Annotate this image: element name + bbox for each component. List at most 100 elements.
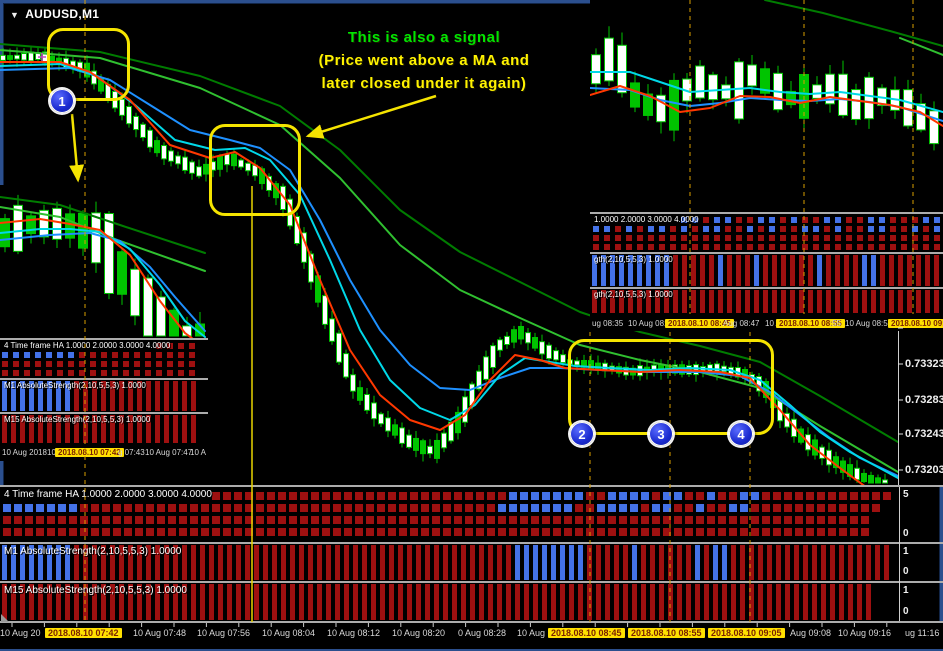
left-inset-time-axis: 10 Aug 2018 10 2018.08.10 07:42 g 07:43 10 A… <box>0 445 208 461</box>
indicator-label: M1 AbsoluteStrength(2,10,5,5,3) 1.0000 <box>4 546 182 557</box>
time-label: 10 Aug 08:20 <box>392 628 446 638</box>
m1-abs-histogram <box>2 545 889 580</box>
right-inset-panel-m15: gth(2,10,5,5,3) 1.0000 <box>590 289 943 314</box>
annotation-line-1: This is also a signal <box>347 29 501 46</box>
m15-abs-histogram <box>2 584 871 620</box>
time-label: 10 Aug 07:56 <box>197 628 251 638</box>
right-inset-panel-ha: 1.0000 2.0000 3.0000 4.0000 <box>590 214 943 252</box>
time-label: 10 Aug 09:16 <box>838 628 892 638</box>
time-label: 10 Aug 07:48 <box>133 628 187 638</box>
panel-separator <box>0 412 208 414</box>
indicator-label: 1.0000 2.0000 3.0000 4.0000 <box>594 215 699 224</box>
time-label: ug 11:16 <box>905 628 940 638</box>
ha-histogram <box>3 492 891 536</box>
time-label: Aug 09:08 <box>790 628 832 638</box>
signal-number-badge: 2 <box>570 422 594 446</box>
time-label: 10 A <box>190 448 207 457</box>
signal-number-badge: 3 <box>649 422 673 446</box>
time-label: g 07:43 <box>118 448 145 457</box>
time-label: :55 <box>830 319 842 328</box>
time-label-highlighted: 2018.08.10 07:42 <box>55 448 124 457</box>
time-label: 10 Aug 08:04 <box>262 628 316 638</box>
m1-abs-histogram <box>592 255 939 286</box>
panel-separator <box>590 252 943 254</box>
m15-abs-histogram <box>592 290 939 313</box>
time-label-highlighted: 2018.08.10 08:45 <box>665 319 734 328</box>
panel-separator <box>590 212 943 214</box>
indicator-panel-ha[interactable]: 4 Time frame HA 1.0000 2.0000 3.0000 4.0… <box>0 487 898 542</box>
time-label: 10 Aug <box>517 628 546 638</box>
annotation-text: This is also a signal (Price went above … <box>290 26 558 95</box>
ha-histogram <box>2 343 195 376</box>
m1-scale-min: 0 <box>903 566 909 577</box>
panel-separator <box>0 378 208 380</box>
indicator-label: M1 AbsoluteStrength(2,10,5,5,3) 1.0000 <box>4 381 146 390</box>
signal-number-badge: 4 <box>729 422 753 446</box>
price-label: 0.73283 <box>905 394 943 406</box>
panel-separator <box>0 338 208 340</box>
time-label: 10 Aug 08:59 <box>845 319 893 328</box>
time-label: 10 <box>47 448 56 457</box>
m1-abs-histogram <box>2 381 196 411</box>
time-label: 10 Aug 08:12 <box>327 628 381 638</box>
time-label-highlighted: 2018.08.10 08:45 <box>548 628 625 638</box>
ha-scale-min: 0 <box>903 528 909 539</box>
symbol-period-label: AUDUSD,M1 <box>25 7 100 21</box>
right-inset-panel-m1: gth(2,10,5,5,3) 1.0000 <box>590 254 943 287</box>
time-label: 10 Aug 20 <box>0 628 41 638</box>
left-inset-chart-window[interactable]: 4 Time frame HA 1.0000 2.0000 3.0000 4.0… <box>0 185 208 461</box>
panel-separator[interactable] <box>0 542 943 544</box>
main-chart-canvas[interactable] <box>0 0 898 485</box>
indicator-panel-m15-abs[interactable]: M15 AbsoluteStrength(2,10,5,5,3) 1.0000 <box>0 583 898 621</box>
ha-histogram <box>593 217 940 250</box>
time-label-highlighted: 2018.08.10 09:05 <box>708 628 785 638</box>
annotation-line-3: later closed under it again) <box>321 75 527 92</box>
time-label-highlighted: 2018.08.10 08:55 <box>628 628 705 638</box>
indicator-panel-m1-abs[interactable]: M1 AbsoluteStrength(2,10,5,5,3) 1.0000 <box>0 544 898 581</box>
time-label-highlighted: 2018.08.10 08:55 <box>776 319 845 328</box>
m15-abs-histogram <box>2 415 196 443</box>
time-label: 0 Aug 08:28 <box>458 628 507 638</box>
time-axis: 10 Aug 20 2018.08.10 07:42 10 Aug 07:48 10 … <box>0 623 943 649</box>
left-inset-chart-canvas[interactable] <box>0 185 208 338</box>
m15-scale-max: 1 <box>903 585 909 596</box>
indicator-label: M15 AbsoluteStrength(2,10,5,5,3) 1.0000 <box>4 415 151 424</box>
price-label: 0.73323 <box>905 358 943 370</box>
time-label: 10 Aug 2018 <box>2 448 47 457</box>
panel-separator[interactable] <box>0 581 943 583</box>
time-label: 10 Au <box>765 319 785 328</box>
indicator-label: gth(2,10,5,5,3) 1.0000 <box>594 290 673 299</box>
scroll-indicator-icon <box>1 614 9 622</box>
right-inset-chart-window[interactable]: 1.0000 2.0000 3.0000 4.0000 gth(2,10,5,5… <box>590 0 943 331</box>
crosshair-marker <box>38 53 46 61</box>
time-label: Aug 08:47 <box>723 319 760 328</box>
right-inset-chart-canvas[interactable] <box>590 0 943 212</box>
time-label: ug 08:35 <box>592 319 624 328</box>
signal-highlight-box <box>568 339 774 435</box>
panel-separator[interactable] <box>0 621 943 623</box>
panel-separator <box>590 287 943 289</box>
left-inset-panel-m15: M15 AbsoluteStrength(2,10,5,5,3) 1.0000 <box>0 414 208 444</box>
m1-scale-max: 1 <box>903 546 909 557</box>
price-label: 0.73203 <box>905 464 943 476</box>
time-label-highlighted: 2018.08.10 09:05 <box>888 319 943 328</box>
indicator-label: 4 Time frame HA 1.0000 2.0000 3.0000 4.0… <box>4 489 212 500</box>
indicator-label: M15 AbsoluteStrength(2,10,5,5,3) 1.0000 <box>4 585 187 596</box>
panel-separator[interactable] <box>0 485 943 487</box>
indicator-label: 4 Time frame HA 1.0000 2.0000 3.0000 4.0… <box>4 341 171 350</box>
signal-highlight-box <box>47 28 130 101</box>
ha-scale-max: 5 <box>903 489 909 500</box>
annotation-line-2: (Price went above a MA and <box>318 52 530 69</box>
right-inset-time-axis: ug 08:35 10 Aug 08:39 2018.08.10 08:45 Aug … <box>590 316 943 331</box>
indicator-label: gth(2,10,5,5,3) 1.0000 <box>594 255 673 264</box>
time-label-highlighted: 2018.08.10 07:42 <box>45 628 122 638</box>
price-label: 0.73243 <box>905 428 943 440</box>
signal-highlight-box <box>209 124 301 216</box>
time-label: 10 Aug 07:47 <box>145 448 193 457</box>
left-inset-panel-m1: M1 AbsoluteStrength(2,10,5,5,3) 1.0000 <box>0 380 208 412</box>
signal-number-badge: 1 <box>50 89 74 113</box>
chart-title[interactable]: ▼ AUDUSD,M1 <box>10 7 99 21</box>
m15-scale-min: 0 <box>903 606 909 617</box>
chart-dropdown-icon[interactable]: ▼ <box>10 10 20 20</box>
